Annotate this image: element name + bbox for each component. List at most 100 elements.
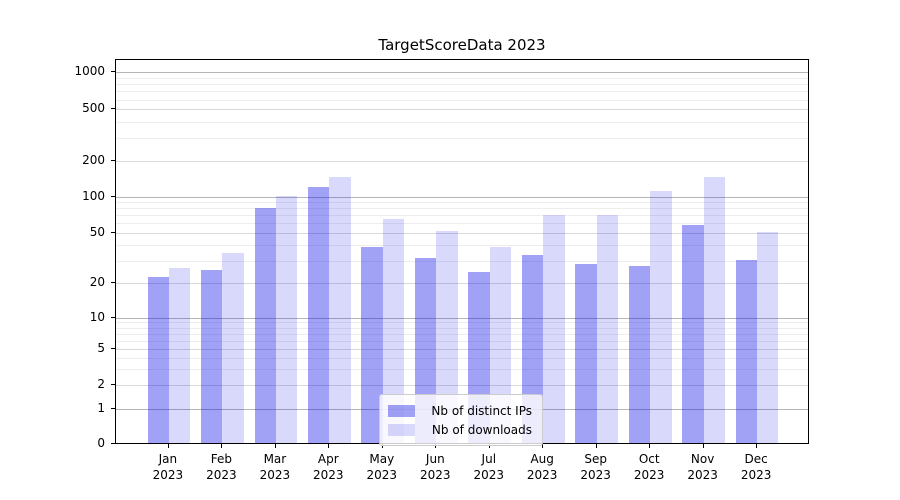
gridline-y-1000: [116, 72, 808, 73]
bar-distinct-ips-mar: [254, 207, 276, 443]
x-tick-label-oct: Oct 2023: [619, 451, 679, 483]
gridline-y-3: [116, 369, 808, 371]
gridline-y-200: [116, 160, 808, 162]
y-tick-mark-50: [111, 231, 115, 233]
x-tick-mark-jun: [435, 444, 437, 448]
x-tick-year: 2023: [580, 468, 611, 482]
x-tick-month: Dec: [744, 452, 768, 466]
gridline-y-20: [116, 282, 808, 284]
x-tick-label-nov: Nov 2023: [673, 451, 733, 483]
x-tick-month: Aug: [530, 452, 554, 466]
gridline-y-90: [116, 202, 808, 203]
y-tick-label-500: 500: [82, 101, 105, 116]
bar-downloads-dec: [757, 232, 779, 443]
x-tick-label-may: May 2023: [352, 451, 412, 483]
x-tick-mark-feb: [221, 444, 223, 448]
y-tick-label-1000: 1000: [74, 64, 105, 78]
x-tick-label-mar: Mar 2023: [245, 451, 305, 483]
gridline-y-7: [116, 333, 808, 335]
y-tick-label-5: 5: [97, 340, 105, 355]
y-tick-label-100: 100: [82, 188, 105, 203]
bar-downloads-jun: [436, 231, 458, 443]
x-tick-month: Jul: [481, 452, 497, 466]
bar-downloads-may: [382, 218, 405, 443]
bar-downloads-feb: [222, 253, 244, 443]
x-tick-label-jan: Jan 2023: [138, 451, 198, 483]
y-tick-label-2: 2: [97, 377, 105, 392]
x-tick-mark-oct: [649, 444, 651, 448]
gridline-y-700: [116, 91, 808, 93]
gridline-y-5: [116, 348, 808, 350]
bar-downloads-nov: [703, 176, 725, 443]
x-tick-month: Jan: [158, 452, 178, 466]
legend-item-downloads: Nb of downloads: [388, 420, 532, 439]
gridline-y-500: [116, 109, 808, 111]
x-tick-label-jun: Jun 2023: [405, 451, 465, 483]
gridline-y-100: [116, 196, 808, 198]
gridline-y-2: [116, 385, 808, 387]
x-tick-year: 2023: [366, 468, 398, 482]
x-tick-year: 2023: [740, 468, 772, 482]
x-tick-year: 2023: [687, 468, 718, 482]
bar-distinct-ips-dec: [735, 260, 758, 443]
gridline-y-600: [116, 99, 808, 101]
x-tick-mark-nov: [702, 444, 704, 448]
bar-downloads-sep: [596, 214, 619, 443]
x-tick-year: 2023: [633, 468, 665, 482]
y-tick-mark-2: [111, 384, 115, 386]
x-tick-mark-jul: [488, 444, 490, 448]
gridline-y-50: [116, 232, 808, 234]
bar-downloads-apr: [329, 177, 351, 443]
y-tick-mark-0: [111, 442, 115, 444]
x-tick-label-apr: Apr 2023: [298, 451, 358, 483]
x-tick-month: Nov: [690, 452, 715, 466]
y-tick-mark-1: [111, 407, 115, 409]
x-tick-month: Oct: [638, 452, 660, 466]
gridline-y-60: [116, 223, 808, 225]
bar-distinct-ips-feb: [201, 270, 223, 443]
x-tick-year: 2023: [259, 468, 291, 482]
gridline-y-80: [116, 208, 808, 210]
x-tick-month: May: [369, 452, 395, 466]
plot-area: Nb of distinct IPs Nb of downloads: [115, 59, 809, 446]
x-tick-mark-apr: [328, 444, 330, 448]
x-tick-year: 2023: [152, 468, 184, 482]
x-tick-month: Sep: [584, 452, 607, 466]
y-tick-mark-10: [111, 316, 115, 318]
y-tick-mark-20: [111, 281, 115, 283]
gridline-y-9: [116, 322, 808, 324]
gridline-y-40: [116, 244, 808, 246]
x-tick-label-sep: Sep 2023: [566, 451, 626, 483]
gridline-y-8: [116, 327, 808, 329]
bar-downloads-aug: [543, 214, 565, 443]
y-tick-label-10: 10: [89, 309, 105, 324]
x-tick-label-feb: Feb 2023: [191, 451, 251, 483]
bar-distinct-ips-oct: [628, 265, 651, 443]
gridline-y-70: [116, 215, 808, 217]
bar-downloads-mar: [275, 196, 298, 443]
chart-title: TargetScoreData 2023: [378, 36, 546, 54]
gridline-y-10: [116, 317, 808, 319]
legend-item-distinct-ips: Nb of distinct IPs: [388, 401, 532, 420]
x-tick-mark-sep: [595, 444, 597, 448]
x-tick-year: 2023: [313, 468, 344, 482]
x-tick-mark-may: [381, 444, 383, 448]
x-tick-month: Feb: [210, 452, 233, 466]
y-tick-label-1: 1: [97, 400, 105, 415]
x-tick-mark-aug: [542, 444, 544, 448]
bar-distinct-ips-apr: [307, 187, 330, 443]
x-tick-year: 2023: [526, 468, 558, 482]
gridline-y-900: [116, 77, 808, 79]
bar-distinct-ips-nov: [682, 225, 704, 443]
x-tick-mark-mar: [274, 444, 276, 448]
y-tick-mark-1000: [111, 71, 115, 72]
x-tick-year: 2023: [206, 468, 237, 482]
bar-distinct-ips-jan: [147, 277, 169, 443]
x-tick-label-jul: Jul 2023: [459, 451, 519, 483]
gridline-y-6: [116, 340, 808, 342]
x-tick-month: Mar: [263, 452, 287, 466]
y-tick-label-20: 20: [89, 274, 105, 289]
legend-label-downloads: Nb of downloads: [431, 422, 532, 437]
bar-downloads-jan: [168, 267, 191, 443]
